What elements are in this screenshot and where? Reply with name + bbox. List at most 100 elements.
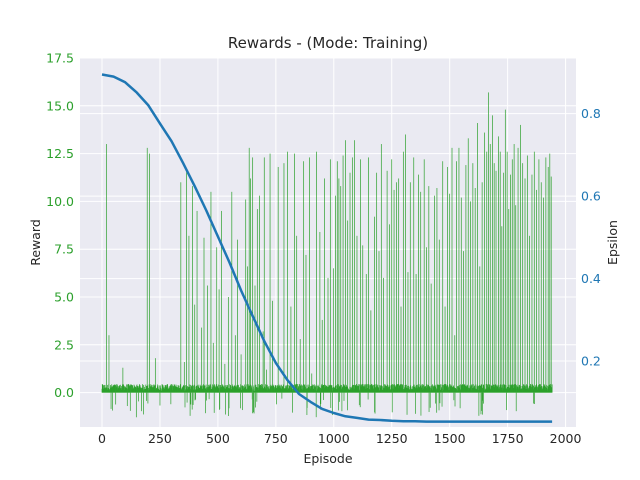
reward-bar bbox=[227, 296, 229, 393]
reward-bar bbox=[191, 392, 193, 410]
reward-bar bbox=[189, 392, 191, 416]
reward-bar bbox=[163, 387, 165, 393]
left-tick-label: 17.5 bbox=[46, 51, 74, 66]
reward-bar bbox=[481, 182, 483, 393]
reward-bar bbox=[400, 306, 402, 393]
reward-bar bbox=[275, 384, 276, 393]
reward-bar bbox=[459, 384, 461, 393]
reward-bar bbox=[437, 384, 438, 393]
reward-bar bbox=[364, 385, 365, 393]
reward-bar bbox=[242, 385, 244, 393]
reward-bar bbox=[338, 384, 339, 393]
reward-bar bbox=[367, 392, 369, 400]
reward-bar bbox=[117, 384, 118, 393]
reward-bar bbox=[442, 161, 444, 393]
reward-bar bbox=[256, 386, 257, 393]
reward-bar bbox=[520, 385, 522, 393]
reward-bar bbox=[300, 384, 302, 393]
left-axis-label: Reward bbox=[28, 219, 43, 266]
reward-bar bbox=[320, 387, 321, 393]
reward-bar bbox=[182, 387, 184, 393]
reward-bar bbox=[349, 172, 351, 393]
reward-bar bbox=[192, 385, 193, 393]
reward-bar bbox=[330, 392, 332, 408]
reward-bar bbox=[484, 132, 485, 393]
reward-bar bbox=[527, 385, 528, 393]
reward-bar bbox=[283, 163, 285, 393]
reward-bar bbox=[301, 385, 303, 393]
reward-bar bbox=[530, 386, 532, 393]
reward-bar bbox=[167, 383, 168, 393]
reward-bar bbox=[316, 151, 317, 393]
reward-bar bbox=[135, 387, 137, 393]
right-tick-label: 0.6 bbox=[581, 189, 601, 204]
reward-bar bbox=[508, 384, 510, 393]
reward-bar bbox=[485, 384, 487, 393]
reward-bar bbox=[442, 385, 444, 393]
reward-bar bbox=[206, 392, 207, 401]
reward-bar bbox=[252, 390, 254, 393]
reward-bar bbox=[482, 384, 484, 393]
left-tick-label: 2.5 bbox=[54, 337, 74, 352]
reward-bar bbox=[374, 392, 375, 413]
reward-bar bbox=[158, 385, 160, 393]
reward-bar bbox=[543, 197, 544, 393]
reward-bar bbox=[470, 201, 471, 393]
reward-bar bbox=[549, 385, 551, 393]
reward-bar bbox=[449, 193, 451, 393]
reward-bar bbox=[264, 386, 266, 393]
reward-bar bbox=[166, 384, 168, 393]
reward-bar bbox=[510, 174, 511, 393]
reward-bar bbox=[148, 384, 150, 393]
reward-bar bbox=[141, 392, 142, 412]
reward-bar bbox=[465, 165, 467, 393]
reward-bar bbox=[207, 285, 208, 393]
reward-bar bbox=[253, 392, 254, 413]
reward-bar bbox=[414, 386, 416, 393]
reward-bar bbox=[343, 392, 345, 401]
reward-bar bbox=[213, 386, 215, 393]
x-tick-label: 500 bbox=[206, 431, 230, 446]
chart-title: Rewards - (Mode: Training) bbox=[228, 34, 428, 52]
reward-bar bbox=[499, 151, 501, 393]
reward-bar bbox=[383, 277, 384, 393]
reward-bar bbox=[287, 388, 289, 393]
reward-bar bbox=[422, 384, 423, 393]
reward-bar bbox=[533, 151, 535, 393]
reward-bar bbox=[409, 182, 411, 393]
reward-bar bbox=[231, 191, 233, 393]
reward-bar bbox=[277, 166, 279, 393]
reward-bar bbox=[407, 272, 409, 393]
reward-bar bbox=[323, 384, 324, 393]
reward-bar bbox=[115, 387, 116, 393]
reward-bar bbox=[251, 389, 253, 393]
reward-bar bbox=[111, 386, 113, 393]
reward-bar bbox=[413, 157, 415, 393]
reward-bar bbox=[259, 195, 260, 393]
reward-bar bbox=[432, 384, 433, 393]
reward-bar bbox=[374, 392, 376, 414]
reward-bar bbox=[498, 136, 499, 393]
reward-bar bbox=[545, 157, 547, 393]
reward-bar bbox=[311, 384, 313, 393]
reward-bar bbox=[481, 392, 483, 411]
x-axis-label: Episode bbox=[303, 451, 352, 466]
reward-bar bbox=[245, 384, 247, 393]
reward-bar bbox=[110, 392, 112, 409]
reward-bar bbox=[219, 392, 221, 409]
reward-bar bbox=[320, 392, 322, 404]
reward-bar bbox=[448, 387, 449, 393]
reward-bar bbox=[423, 159, 425, 393]
reward-bar bbox=[196, 210, 198, 393]
reward-bar bbox=[215, 387, 217, 393]
reward-bar bbox=[435, 392, 436, 404]
reward-bar bbox=[515, 388, 517, 393]
reward-bar bbox=[420, 191, 422, 393]
reward-bar bbox=[256, 209, 258, 393]
reward-bar bbox=[135, 386, 136, 393]
reward-bar bbox=[343, 384, 345, 393]
reward-bar bbox=[367, 389, 369, 393]
reward-bar bbox=[221, 387, 222, 393]
reward-bar bbox=[479, 385, 481, 393]
reward-bar bbox=[431, 385, 433, 393]
